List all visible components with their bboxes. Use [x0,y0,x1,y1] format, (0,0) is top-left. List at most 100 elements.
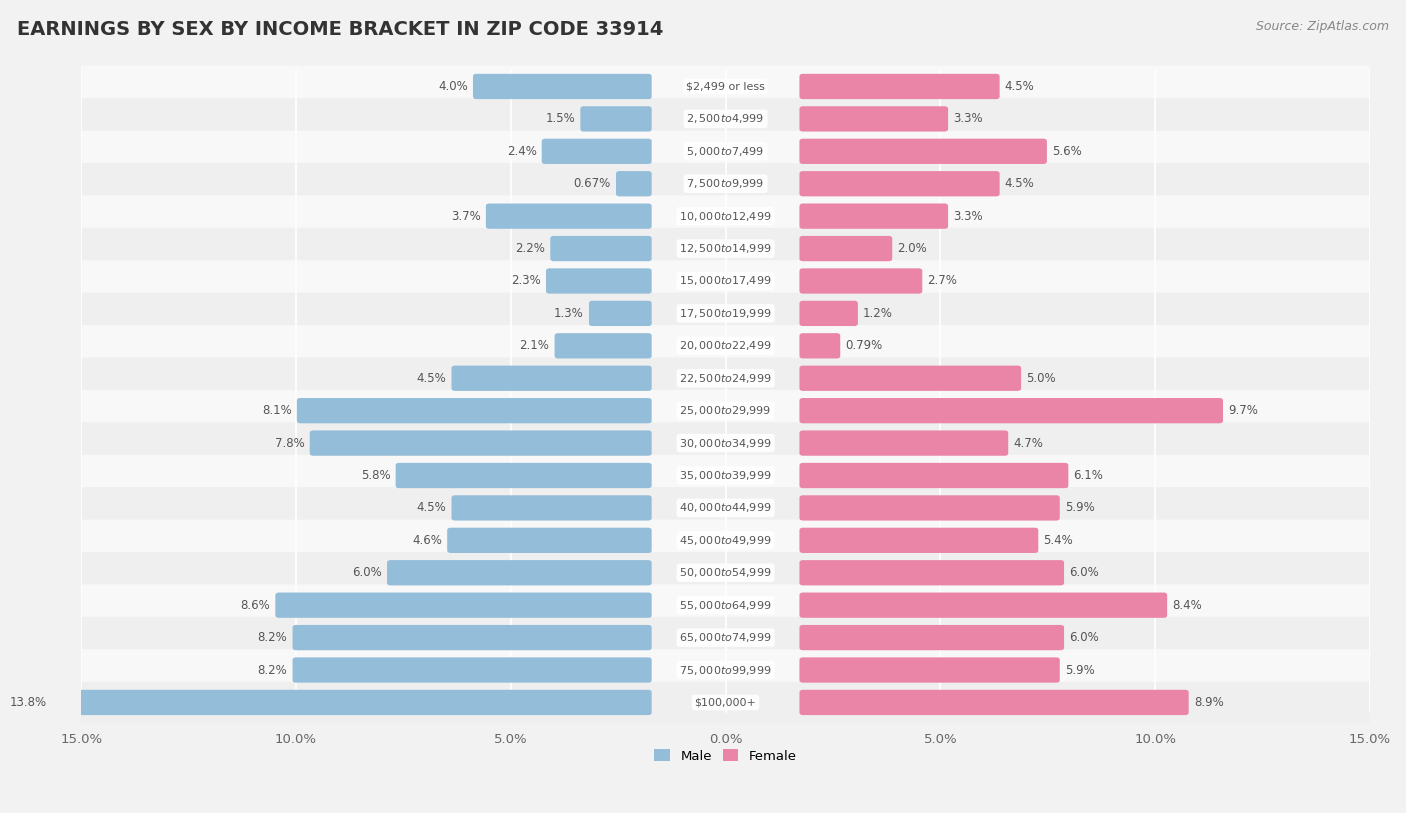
Text: 8.2%: 8.2% [257,631,287,644]
FancyBboxPatch shape [66,325,1385,367]
FancyBboxPatch shape [66,98,1385,140]
FancyBboxPatch shape [66,422,1385,464]
FancyBboxPatch shape [800,107,948,132]
Text: 4.7%: 4.7% [1014,437,1043,450]
FancyBboxPatch shape [800,430,1008,456]
FancyBboxPatch shape [395,463,651,488]
Text: 3.3%: 3.3% [953,112,983,125]
Text: 8.6%: 8.6% [240,598,270,611]
Text: $17,500 to $19,999: $17,500 to $19,999 [679,307,772,320]
Text: 5.8%: 5.8% [361,469,391,482]
Text: $20,000 to $22,499: $20,000 to $22,499 [679,339,772,352]
Text: Source: ZipAtlas.com: Source: ZipAtlas.com [1256,20,1389,33]
Text: 1.2%: 1.2% [863,307,893,320]
FancyBboxPatch shape [800,74,1000,99]
FancyBboxPatch shape [387,560,651,585]
Text: $35,000 to $39,999: $35,000 to $39,999 [679,469,772,482]
FancyBboxPatch shape [66,454,1385,496]
FancyBboxPatch shape [66,131,1385,172]
FancyBboxPatch shape [451,366,651,391]
Text: 4.6%: 4.6% [412,534,441,547]
FancyBboxPatch shape [800,689,1188,715]
Text: $5,000 to $7,499: $5,000 to $7,499 [686,145,765,158]
Text: 4.5%: 4.5% [1005,80,1035,93]
FancyBboxPatch shape [66,487,1385,528]
FancyBboxPatch shape [66,163,1385,205]
FancyBboxPatch shape [800,463,1069,488]
Text: $100,000+: $100,000+ [695,698,756,707]
FancyBboxPatch shape [66,390,1385,432]
FancyBboxPatch shape [309,430,651,456]
FancyBboxPatch shape [546,268,651,293]
Text: $22,500 to $24,999: $22,500 to $24,999 [679,372,772,385]
Text: $2,500 to $4,999: $2,500 to $4,999 [686,112,765,125]
FancyBboxPatch shape [276,593,651,618]
Text: $25,000 to $29,999: $25,000 to $29,999 [679,404,772,417]
Text: 4.0%: 4.0% [439,80,468,93]
Text: 6.0%: 6.0% [1069,567,1099,579]
Text: 1.3%: 1.3% [554,307,583,320]
Text: 4.5%: 4.5% [1005,177,1035,190]
FancyBboxPatch shape [66,293,1385,334]
FancyBboxPatch shape [472,74,651,99]
Text: $30,000 to $34,999: $30,000 to $34,999 [679,437,772,450]
FancyBboxPatch shape [451,495,651,520]
Text: 4.5%: 4.5% [416,372,446,385]
Text: 7.8%: 7.8% [274,437,305,450]
Text: 2.2%: 2.2% [515,242,546,255]
Text: $50,000 to $54,999: $50,000 to $54,999 [679,567,772,579]
FancyBboxPatch shape [292,625,651,650]
FancyBboxPatch shape [800,203,948,228]
Text: $2,499 or less: $2,499 or less [686,81,765,92]
Text: 1.5%: 1.5% [546,112,575,125]
FancyBboxPatch shape [66,260,1385,302]
Text: 5.9%: 5.9% [1064,502,1095,515]
Text: $45,000 to $49,999: $45,000 to $49,999 [679,534,772,547]
FancyBboxPatch shape [800,560,1064,585]
FancyBboxPatch shape [66,617,1385,659]
FancyBboxPatch shape [800,139,1047,164]
Text: 2.4%: 2.4% [506,145,537,158]
Text: 6.1%: 6.1% [1074,469,1104,482]
FancyBboxPatch shape [800,301,858,326]
FancyBboxPatch shape [66,228,1385,269]
Text: 5.6%: 5.6% [1052,145,1081,158]
FancyBboxPatch shape [800,495,1060,520]
Text: 0.67%: 0.67% [574,177,610,190]
Text: $75,000 to $99,999: $75,000 to $99,999 [679,663,772,676]
Legend: Male, Female: Male, Female [648,744,803,768]
Text: 5.0%: 5.0% [1026,372,1056,385]
Text: 2.0%: 2.0% [897,242,927,255]
FancyBboxPatch shape [486,203,651,228]
Text: EARNINGS BY SEX BY INCOME BRACKET IN ZIP CODE 33914: EARNINGS BY SEX BY INCOME BRACKET IN ZIP… [17,20,664,39]
Text: 4.5%: 4.5% [416,502,446,515]
Text: 3.3%: 3.3% [953,210,983,223]
Text: 0.79%: 0.79% [845,339,883,352]
FancyBboxPatch shape [800,236,893,261]
Text: $15,000 to $17,499: $15,000 to $17,499 [679,275,772,288]
FancyBboxPatch shape [800,593,1167,618]
FancyBboxPatch shape [66,358,1385,399]
FancyBboxPatch shape [66,66,1385,107]
FancyBboxPatch shape [66,650,1385,691]
Text: $55,000 to $64,999: $55,000 to $64,999 [679,598,772,611]
Text: 8.4%: 8.4% [1173,598,1202,611]
FancyBboxPatch shape [541,139,651,164]
FancyBboxPatch shape [297,398,651,424]
FancyBboxPatch shape [589,301,651,326]
FancyBboxPatch shape [800,658,1060,683]
FancyBboxPatch shape [800,398,1223,424]
FancyBboxPatch shape [550,236,651,261]
FancyBboxPatch shape [581,107,651,132]
FancyBboxPatch shape [616,171,651,197]
FancyBboxPatch shape [66,681,1385,724]
FancyBboxPatch shape [52,689,651,715]
Text: 2.3%: 2.3% [512,275,541,288]
Text: $12,500 to $14,999: $12,500 to $14,999 [679,242,772,255]
FancyBboxPatch shape [66,520,1385,561]
FancyBboxPatch shape [800,333,841,359]
FancyBboxPatch shape [800,528,1038,553]
Text: $7,500 to $9,999: $7,500 to $9,999 [686,177,765,190]
FancyBboxPatch shape [800,625,1064,650]
Text: 6.0%: 6.0% [352,567,382,579]
